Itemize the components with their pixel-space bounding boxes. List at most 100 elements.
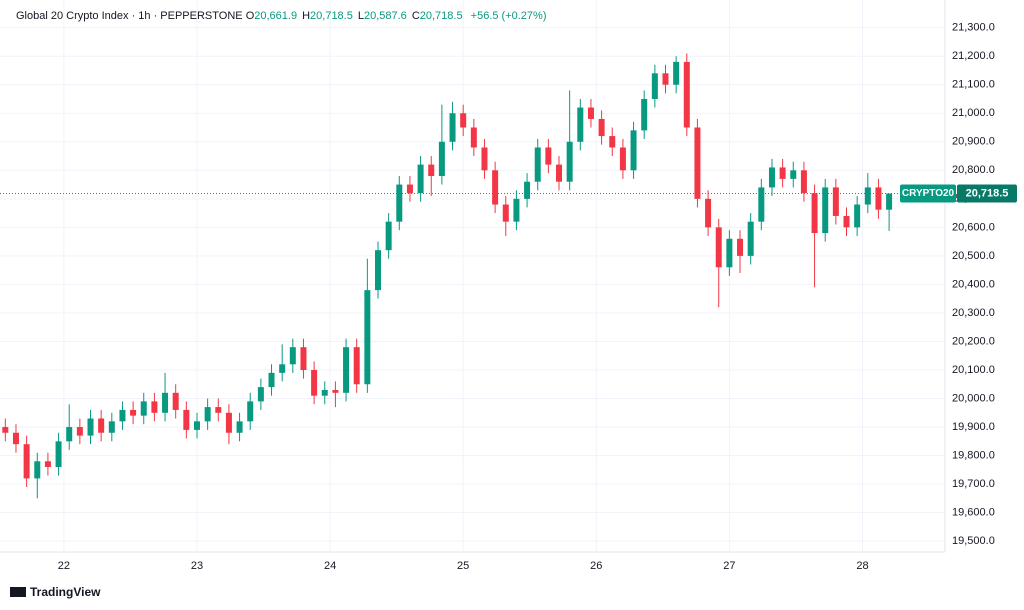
candle-body <box>215 407 222 413</box>
ohlc-key: O <box>245 10 255 22</box>
candle-body <box>587 107 594 119</box>
y-tick-label: 19,600.0 <box>952 507 995 519</box>
candle-body <box>321 389 328 396</box>
price-tag <box>957 184 1017 203</box>
ohlc-value: 20,587.6 <box>363 10 407 22</box>
legend-header: Global 20 Crypto Index · 1h · PEPPERSTON… <box>16 10 552 22</box>
logo <box>10 587 26 597</box>
candle-body <box>130 409 137 416</box>
candle-body <box>108 421 115 433</box>
price-tag-text: 20,718.5 <box>966 187 1009 199</box>
brand-text: TradingView <box>30 585 101 599</box>
candle-body <box>470 127 477 148</box>
y-tick-label: 21,200.0 <box>952 50 995 62</box>
y-tick-label: 20,800.0 <box>952 164 995 176</box>
candle-body <box>225 412 232 433</box>
candle-body <box>566 141 573 182</box>
candle-body <box>822 187 829 234</box>
x-tick-label: 25 <box>457 560 469 572</box>
candle-body <box>513 198 520 222</box>
candle-body <box>300 347 307 370</box>
y-tick-label: 21,100.0 <box>952 79 995 91</box>
candle-body <box>98 418 105 433</box>
candle-body <box>2 427 9 433</box>
symbol-title: Global 20 Crypto Index · 1h · PEPPERSTON… <box>16 10 243 22</box>
candle-body <box>204 407 211 422</box>
candle-body <box>886 193 893 210</box>
candle-body <box>364 290 371 385</box>
candle-body <box>236 421 243 433</box>
y-tick-label: 20,400.0 <box>952 278 995 290</box>
candle-body <box>630 130 637 171</box>
x-tick-label: 26 <box>590 560 602 572</box>
candle-body <box>268 372 275 388</box>
symbol-tag <box>900 184 956 203</box>
candle-body <box>705 198 712 228</box>
ohlc-value: 20,661.9 <box>254 10 298 22</box>
candle-body <box>545 147 552 165</box>
candle-body <box>119 409 126 422</box>
candle-body <box>12 432 19 445</box>
candle-body <box>428 164 435 177</box>
candle-body <box>279 364 286 373</box>
brand: TradingView <box>10 585 100 599</box>
candle-body <box>694 127 701 199</box>
candle-body <box>832 187 839 216</box>
y-tick-label: 21,300.0 <box>952 22 995 34</box>
ohlc-key: L <box>357 10 364 22</box>
candle-body <box>417 164 424 194</box>
x-tick-label: 22 <box>58 560 70 572</box>
candle-body <box>673 61 680 85</box>
y-tick-label: 19,900.0 <box>952 421 995 433</box>
candle-body <box>311 369 318 396</box>
y-tick-label: 21,000.0 <box>952 107 995 119</box>
candle-body <box>460 113 467 128</box>
candle-body <box>864 187 871 205</box>
y-tick-label: 20,600.0 <box>952 221 995 233</box>
candle-body <box>811 193 818 234</box>
change: +56.5 (+0.27%) <box>470 10 547 22</box>
candle-body <box>800 170 807 194</box>
candle-body <box>534 147 541 182</box>
candle-body <box>34 461 41 479</box>
candle-body <box>683 61 690 128</box>
candle-body <box>598 118 605 137</box>
candle-body <box>449 113 456 142</box>
candle-body <box>619 147 626 171</box>
candle-body <box>396 184 403 222</box>
ohlc-key: H <box>302 10 311 22</box>
candle-body <box>87 418 94 436</box>
y-tick-label: 19,700.0 <box>952 478 995 490</box>
y-tick-label: 20,100.0 <box>952 364 995 376</box>
y-tick-label: 19,500.0 <box>952 535 995 547</box>
ohlc: O20,661.9 H20,718.5 L20,587.6 C20,718.5 <box>246 10 468 22</box>
candle-body <box>481 147 488 171</box>
candle-body <box>854 204 861 228</box>
candle-body <box>790 170 797 179</box>
candle-body <box>502 204 509 222</box>
candle-body <box>66 427 73 442</box>
candle-body <box>151 401 158 413</box>
candle-body <box>875 187 882 210</box>
candle-body <box>609 136 616 148</box>
ohlc-key: C <box>411 10 420 22</box>
candle-body <box>193 421 200 430</box>
candle-body <box>715 227 722 268</box>
candle-body <box>44 461 51 467</box>
x-tick-label: 23 <box>191 560 203 572</box>
y-tick-label: 20,300.0 <box>952 307 995 319</box>
y-tick-label: 20,500.0 <box>952 250 995 262</box>
x-tick-label: 27 <box>723 560 735 572</box>
candle-body <box>492 170 499 205</box>
candle-body <box>651 73 658 99</box>
candle-body <box>183 409 190 430</box>
x-tick-label: 24 <box>324 560 336 572</box>
candle-body <box>768 167 775 188</box>
y-tick-label: 20,200.0 <box>952 335 995 347</box>
candle-body <box>23 444 30 479</box>
candle-body <box>556 164 563 182</box>
y-tick-label: 20,900.0 <box>952 136 995 148</box>
candle-body <box>247 401 254 422</box>
candle-body <box>353 347 360 385</box>
